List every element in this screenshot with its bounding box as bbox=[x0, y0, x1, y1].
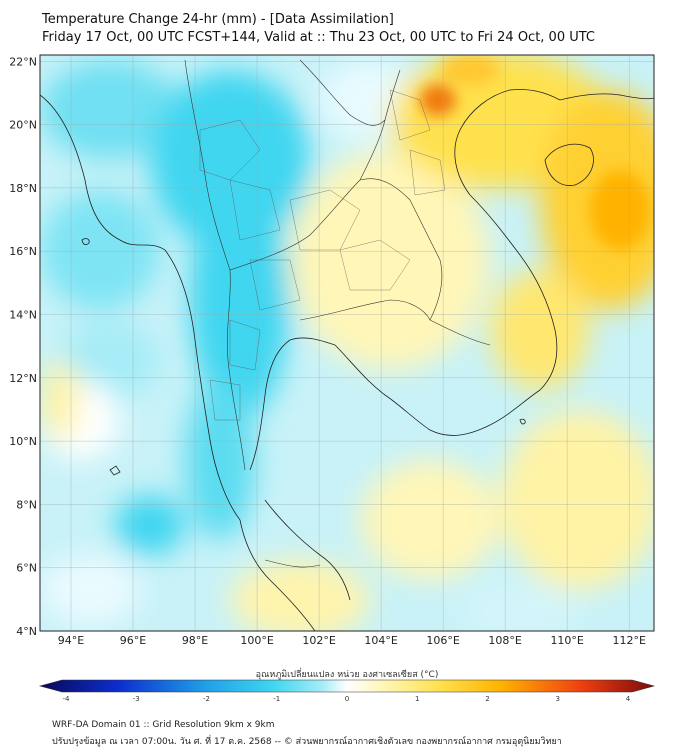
longitude-label: 98°E bbox=[182, 634, 208, 647]
latitude-label: 10°N bbox=[9, 435, 37, 448]
latitude-label: 6°N bbox=[16, 562, 37, 575]
colorbar-ticks: -4 -3 -2 -1 0 1 2 3 4 bbox=[63, 695, 631, 703]
country-borders bbox=[184, 59, 491, 568]
graticule bbox=[40, 55, 654, 631]
colorbar-tick-label: 3 bbox=[556, 695, 560, 703]
latitude-label: 22°N bbox=[9, 55, 37, 68]
map-title: Temperature Change 24-hr (mm) - [Data As… bbox=[42, 12, 394, 27]
colorbar: -4 -3 -2 -1 0 1 2 3 4 bbox=[38, 679, 656, 703]
footer-credits: ปรับปรุงข้อมูล ณ เวลา 07:00น. วัน ศ. ที่… bbox=[52, 737, 562, 747]
longitude-label: 102°E bbox=[302, 634, 335, 647]
map-frame bbox=[39, 54, 655, 632]
latitude-label: 14°N bbox=[9, 309, 37, 322]
province-borders bbox=[199, 89, 446, 421]
colorbar-tick-label: 0 bbox=[345, 695, 349, 703]
longitude-label: 110°E bbox=[550, 634, 583, 647]
longitude-labels: 94°E 96°E 98°E 100°E 102°E 104°E 106°E 108°E 110… bbox=[58, 634, 646, 647]
longitude-label: 104°E bbox=[364, 634, 397, 647]
temperature-field bbox=[40, 55, 654, 631]
longitude-label: 112°E bbox=[612, 634, 645, 647]
latitude-label: 18°N bbox=[9, 182, 37, 195]
colorbar-tick-label: -2 bbox=[203, 695, 210, 703]
map-subtitle: Friday 17 Oct, 00 UTC FCST+144, Valid at… bbox=[42, 30, 596, 45]
colorbar-tick-label: -1 bbox=[273, 695, 280, 703]
colorbar-tick-label: -3 bbox=[133, 695, 140, 703]
latitude-label: 4°N bbox=[16, 625, 37, 638]
colorbar-tick-label: 4 bbox=[626, 695, 631, 703]
footer-model-info: WRF-DA Domain 01 :: Grid Resolution 9km … bbox=[52, 720, 275, 730]
latitude-label: 20°N bbox=[9, 119, 37, 132]
longitude-label: 108°E bbox=[488, 634, 521, 647]
longitude-label: 96°E bbox=[120, 634, 146, 647]
colorbar-tick-label: -4 bbox=[63, 695, 71, 703]
coastlines bbox=[40, 89, 654, 631]
colorbar-tick-label: 1 bbox=[415, 695, 419, 703]
latitude-labels: 4°N 6°N 8°N 10°N 12°N 14°N 16°N 18°N 20°N 22°N bbox=[9, 55, 37, 638]
longitude-label: 100°E bbox=[240, 634, 273, 647]
latitude-label: 16°N bbox=[9, 245, 37, 258]
longitude-label: 94°E bbox=[58, 634, 84, 647]
colorbar-label: อุณหภูมิเปลี่ยนแปลง หน่วย องศาเซลเซียส (… bbox=[255, 670, 439, 680]
longitude-label: 106°E bbox=[426, 634, 459, 647]
latitude-label: 8°N bbox=[16, 498, 37, 511]
colorbar-tick-label: 2 bbox=[485, 695, 489, 703]
latitude-label: 12°N bbox=[9, 372, 37, 385]
colorbar-bar bbox=[38, 679, 656, 693]
